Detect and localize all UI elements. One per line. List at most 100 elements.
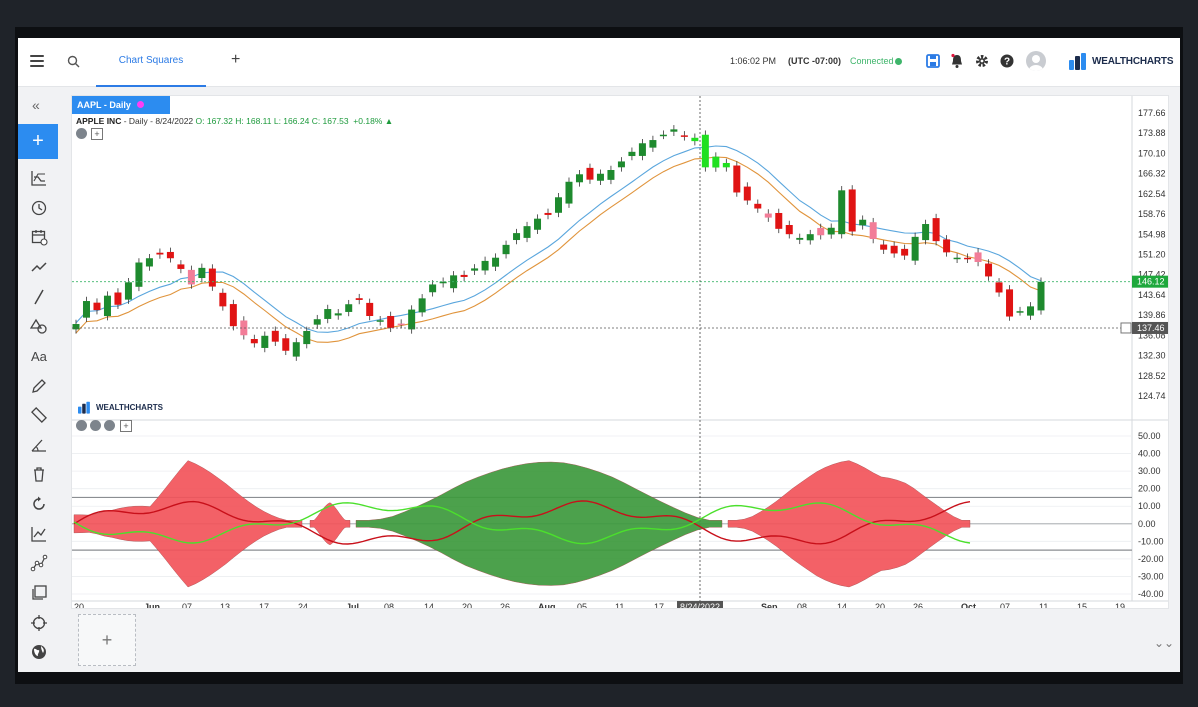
layers-icon[interactable]: [30, 584, 48, 602]
move-down-icon[interactable]: [90, 420, 101, 431]
hide-indicator-icon[interactable]: [76, 420, 87, 431]
ruler-icon[interactable]: [30, 406, 48, 424]
hide-pane-icon[interactable]: [76, 128, 87, 139]
add-icon[interactable]: +: [18, 124, 58, 159]
globe-icon[interactable]: [30, 643, 48, 661]
save-icon[interactable]: [924, 52, 942, 70]
candle-body: [114, 292, 122, 305]
date-tick-label: Jul: [346, 602, 359, 608]
candle-body: [460, 274, 468, 277]
price-tick-label: 173.88: [1138, 128, 1166, 138]
tab-chart-squares[interactable]: Chart Squares: [96, 38, 206, 87]
chart-panel[interactable]: 177.66 173.88 170.10 166.32 162.54 158.76 154.…: [71, 95, 1169, 609]
candle-body: [93, 302, 101, 311]
date-tick-label: 07: [1000, 602, 1010, 608]
date-tick-label: 17: [654, 602, 664, 608]
candle-body: [177, 264, 185, 269]
candle-body: [586, 167, 594, 180]
gear-icon[interactable]: [973, 52, 991, 70]
date-tick-label: 14: [837, 602, 847, 608]
osc-tick-label: 40.00: [1138, 449, 1161, 459]
expand-pane-icon[interactable]: +: [91, 128, 103, 140]
add-tab-button[interactable]: +: [231, 51, 241, 68]
candle-body: [680, 135, 688, 137]
add-pane-button[interactable]: +: [78, 614, 136, 666]
candle-body: [628, 151, 636, 157]
wealthcharts-logo: WEALTHCHARTS: [1068, 52, 1173, 72]
search-icon[interactable]: [67, 55, 80, 68]
candle-body: [607, 170, 615, 180]
candle-body: [964, 257, 972, 260]
candle-body: [198, 267, 206, 279]
price-tick-label: 151.20: [1138, 250, 1166, 260]
candle-body: [901, 248, 909, 256]
price-tick-label: 128.52: [1138, 371, 1166, 381]
nodes-icon[interactable]: [30, 554, 48, 572]
collapse-icon[interactable]: «: [32, 97, 40, 113]
date-tick-label: Jun: [144, 602, 160, 608]
candle-body: [229, 304, 237, 327]
collapse-down-icon[interactable]: ⌄⌄: [1154, 636, 1175, 650]
chart-line-icon[interactable]: [30, 525, 48, 543]
candle-body: [859, 219, 867, 226]
change-value: +0.18%: [353, 116, 383, 126]
date-tick-label: 20: [875, 602, 885, 608]
trend-icon[interactable]: [30, 258, 48, 276]
chart-canvas[interactable]: 177.66 173.88 170.10 166.32 162.54 158.76 154.…: [72, 96, 1168, 608]
current-price-badge: [1132, 275, 1168, 288]
candle-body: [135, 262, 143, 287]
clock-icon[interactable]: [30, 199, 48, 217]
candle-body: [733, 165, 741, 193]
date-tick-label: 20: [74, 602, 84, 608]
candle-body: [387, 315, 395, 328]
candle-body: [250, 339, 258, 344]
crosshair-icon[interactable]: [30, 614, 48, 632]
moving-average-fast: [75, 145, 1042, 333]
refresh-icon[interactable]: [30, 495, 48, 513]
text-icon[interactable]: Aa: [30, 347, 48, 365]
expand-indicator-icon[interactable]: +: [120, 420, 132, 432]
price-tick-label: 124.74: [1138, 391, 1166, 401]
indicator-icon[interactable]: [30, 169, 48, 187]
osc-tick-label: 10.00: [1138, 501, 1161, 511]
oscillator-envelope: [309, 502, 351, 546]
candle-body: [880, 244, 888, 250]
oscillator-envelope: [355, 461, 723, 586]
date-tick-label: Sep: [761, 602, 778, 608]
candle-body: [334, 313, 342, 316]
candle-body: [261, 335, 269, 348]
candle-body: [701, 134, 709, 168]
menu-icon[interactable]: [30, 55, 44, 67]
moving-average-slow: [75, 156, 1042, 343]
symbol-tab[interactable]: AAPL - Daily: [72, 96, 170, 114]
calendar-icon[interactable]: [30, 228, 48, 246]
price-tick-label: 166.32: [1138, 169, 1166, 179]
candle-body: [575, 174, 583, 183]
open-value: O: 167.32: [195, 116, 233, 126]
bell-icon[interactable]: [948, 52, 966, 70]
trash-icon[interactable]: [30, 465, 48, 483]
crosshair-add-icon: [1120, 322, 1132, 334]
left-toolbar: « + Aa: [18, 87, 60, 672]
candle-body: [617, 161, 625, 168]
candle-body: [72, 324, 80, 330]
user-icon[interactable]: [1026, 51, 1046, 71]
clock-time: 1:06:02 PM: [730, 56, 777, 66]
line-tool-icon[interactable]: [30, 288, 48, 306]
angle-icon[interactable]: [30, 436, 48, 454]
help-icon[interactable]: ?: [998, 52, 1016, 70]
shapes-icon[interactable]: [30, 317, 48, 335]
price-tick-label: 132.30: [1138, 351, 1166, 361]
date-tick-label: 14: [424, 602, 434, 608]
candle-body: [1006, 289, 1014, 317]
candle-body: [817, 227, 825, 236]
osc-tick-label: -10.00: [1138, 536, 1164, 546]
move-up-icon[interactable]: [104, 420, 115, 431]
candle-body: [103, 295, 111, 317]
timezone-label[interactable]: (UTC -07:00): [788, 56, 842, 66]
pencil-icon[interactable]: [30, 377, 48, 395]
candle-body: [208, 268, 216, 287]
date-tick-label: 26: [500, 602, 510, 608]
candle-body: [596, 173, 604, 181]
candle-body: [890, 245, 898, 254]
